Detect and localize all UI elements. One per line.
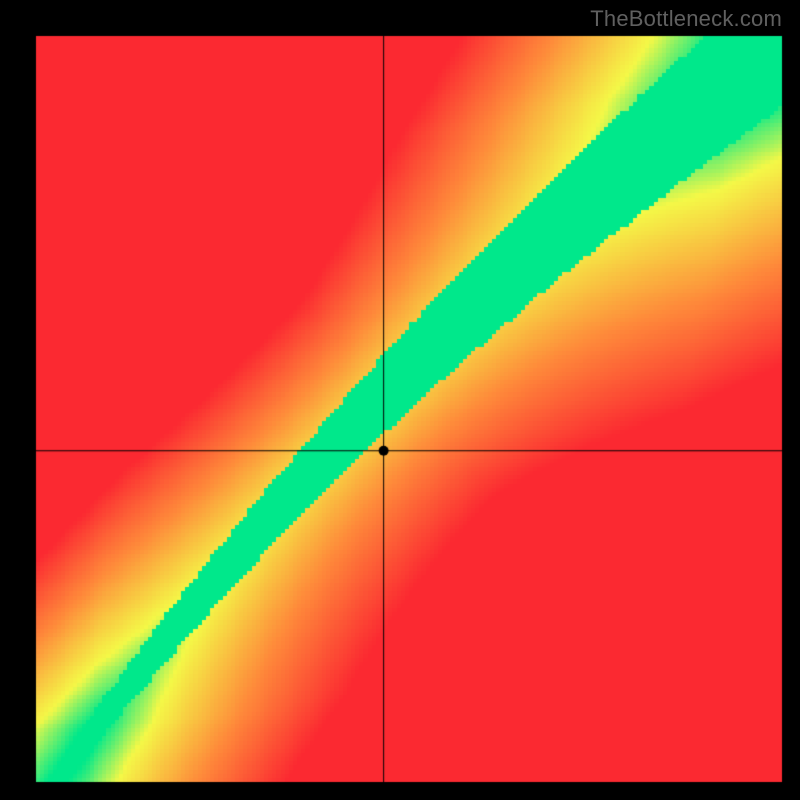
watermark-text: TheBottleneck.com: [590, 6, 782, 32]
chart-container: { "watermark": "TheBottleneck.com", "can…: [0, 0, 800, 800]
bottleneck-heatmap: [0, 0, 800, 800]
